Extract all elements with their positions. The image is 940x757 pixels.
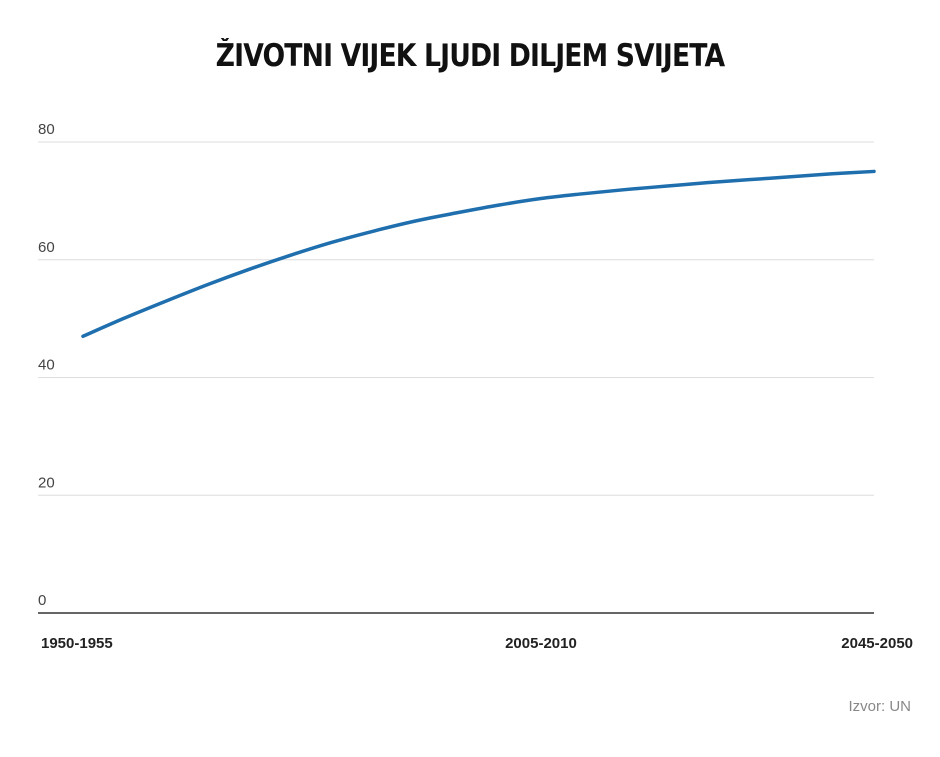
x-axis-ticks: 1950-1955 2005-2010 2045-2050 (41, 635, 913, 652)
x-tick-label: 1950-1955 (41, 635, 113, 652)
y-tick-label: 20 (38, 474, 55, 491)
gridlines (38, 141, 874, 496)
y-tick-label: 60 (38, 239, 55, 256)
series-line-0 (81, 169, 876, 339)
y-axis-ticks: 0 20 40 60 80 (38, 121, 55, 609)
x-tick-label: 2005-2010 (505, 635, 577, 652)
series-group (81, 169, 876, 339)
y-tick-label: 80 (38, 121, 55, 138)
y-tick-label: 40 (38, 357, 55, 374)
x-tick-label: 2045-2050 (841, 635, 913, 652)
chart-title: ŽIVOTNI VIJEK LJUDI DILJEM SVIJETA (215, 38, 726, 74)
y-tick-label: 0 (38, 592, 46, 609)
source-note: Izvor: UN (848, 698, 911, 715)
